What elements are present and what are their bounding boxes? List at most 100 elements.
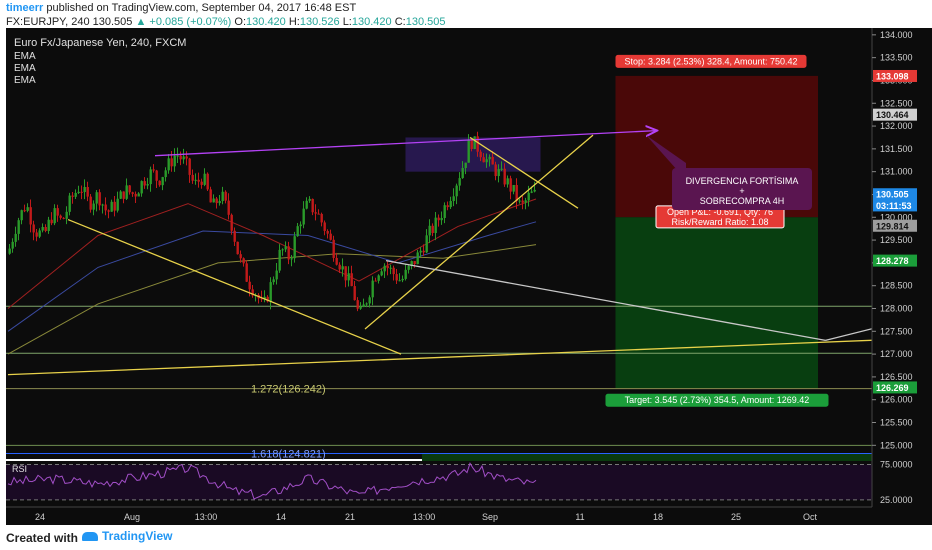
candle-body [377, 275, 380, 281]
target-label: Target: 3.545 (2.73%) 354.5, Amount: 126… [625, 395, 810, 405]
candle-body [266, 296, 269, 302]
candle-body [290, 258, 293, 260]
candle-body [17, 220, 20, 234]
price-tag-target [873, 381, 917, 394]
y-tick-label: 126.000 [880, 395, 913, 405]
candle-body [107, 210, 110, 212]
time-axis-bg [6, 507, 932, 525]
candle-body [191, 174, 194, 181]
candle-body [269, 282, 272, 302]
candle-body [506, 178, 509, 185]
candle-body [116, 198, 119, 211]
candle-body [440, 217, 443, 221]
candle-body [443, 205, 446, 218]
author-link[interactable]: timeerr [6, 2, 44, 14]
candle-body [263, 296, 266, 299]
price-tag-label-entry: 129.814 [876, 221, 909, 231]
candle-body [482, 157, 485, 163]
candle-body [449, 201, 452, 208]
candle-body [206, 173, 209, 190]
candle-body [332, 239, 335, 258]
candle-body [434, 217, 437, 234]
publish-line: timeerr published on TradingView.com, Se… [6, 2, 356, 14]
tradingview-logo[interactable]: TradingView [82, 529, 172, 543]
candle-body [410, 261, 413, 267]
candle-body [305, 200, 308, 209]
candle-body [500, 168, 503, 170]
candle-body [473, 136, 476, 149]
rsi-tick-label: 25.0000 [880, 495, 913, 505]
callout-line-3: SOBRECOMPRA 4H [700, 196, 785, 206]
candle-body [518, 200, 521, 202]
candle-body [140, 181, 143, 194]
candle-body [35, 232, 38, 237]
close-value: 130.505 [405, 16, 446, 28]
candle-body [530, 191, 533, 193]
candle-body [83, 186, 86, 193]
y-tick-label: 128.000 [880, 303, 913, 313]
candle-body [98, 192, 101, 206]
x-tick-label: 18 [653, 512, 663, 522]
candle-body [383, 265, 386, 272]
price-chart[interactable]: 1.272(126.242) 1.618(124.821) Stop: 3.284… [6, 28, 932, 525]
candle-body [272, 279, 275, 283]
candle-body [215, 198, 218, 204]
ohlc-line: FX:EURJPY, 240 130.505 ▲ +0.085 (+0.07%)… [6, 16, 445, 28]
candle-body [29, 207, 32, 225]
tradingview-brand: TradingView [102, 529, 173, 543]
candle-body [314, 212, 317, 214]
candle-body [302, 208, 305, 225]
candle-body [398, 280, 401, 282]
candle-body [194, 179, 197, 181]
candle-body [41, 227, 44, 231]
close-label: C: [394, 16, 406, 28]
candle-body [131, 192, 134, 194]
candle-body [200, 181, 203, 185]
candle-body [476, 136, 479, 152]
y-tick-label: 129.500 [880, 235, 913, 245]
y-tick-label: 134.000 [880, 30, 913, 40]
candle-body [470, 139, 473, 149]
candle-body [152, 169, 155, 171]
legend-study-3[interactable]: EMA [14, 75, 36, 86]
candle-body [8, 248, 11, 254]
candle-body [392, 267, 395, 275]
candle-body [353, 286, 356, 301]
candle-body [245, 263, 248, 282]
candle-body [68, 195, 71, 212]
candle-body [311, 198, 314, 213]
x-tick-label: 13:00 [413, 512, 436, 522]
candle-body [101, 204, 104, 206]
candle-body [497, 169, 500, 177]
candle-body [413, 261, 416, 265]
open-label: O: [234, 16, 247, 28]
candle-body [512, 185, 515, 192]
candle-body [284, 246, 287, 250]
y-tick-label: 128.500 [880, 281, 913, 291]
legend-study-1[interactable]: EMA [14, 51, 36, 62]
candle-body [149, 169, 152, 185]
trendline-5 [385, 259, 826, 342]
candle-body [20, 210, 23, 221]
candle-body [395, 274, 398, 281]
candle-body [26, 207, 29, 211]
candle-body [89, 196, 92, 210]
candle-body [326, 230, 329, 234]
candle-body [524, 200, 527, 203]
price-axis-bg [872, 28, 932, 507]
chart-area[interactable]: 1.272(126.242) 1.618(124.821) Stop: 3.284… [6, 28, 932, 525]
candle-body [347, 273, 350, 281]
candle-body [437, 217, 440, 221]
candle-body [458, 178, 461, 186]
candle-body [428, 225, 431, 236]
candle-body [491, 156, 494, 165]
header-bar: timeerr published on TradingView.com, Se… [0, 0, 932, 28]
price-tag-mid [873, 254, 917, 267]
candle-body [509, 178, 512, 192]
candle-body [134, 193, 137, 197]
candle-body [179, 155, 182, 160]
candle-body [230, 214, 233, 231]
candle-body [251, 289, 254, 296]
footer: Created with TradingView [0, 525, 932, 550]
legend-study-2[interactable]: EMA [14, 63, 36, 74]
